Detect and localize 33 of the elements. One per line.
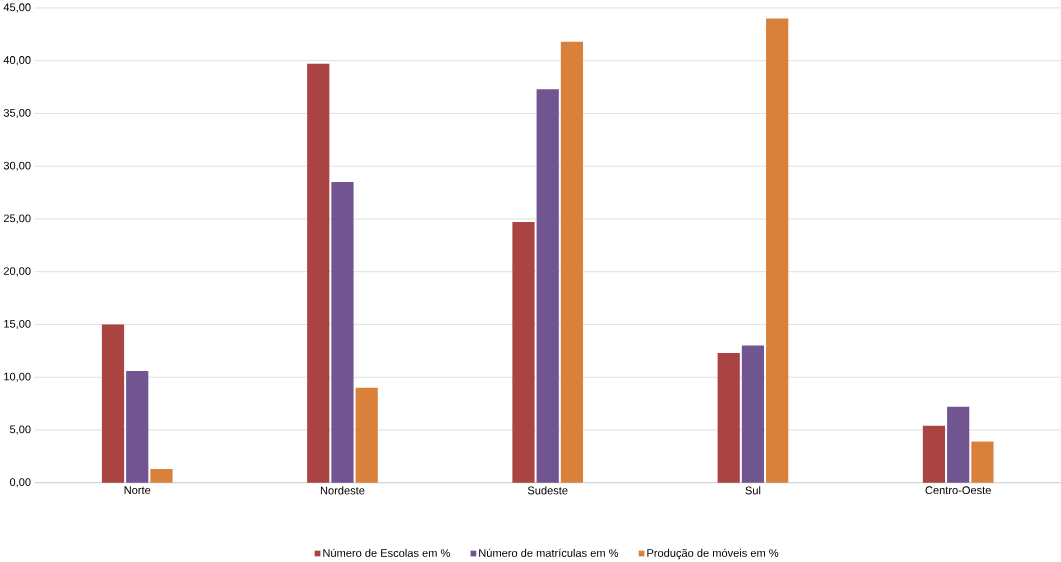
bar xyxy=(307,63,330,483)
y-tick-label: 25,00 xyxy=(3,214,31,224)
bar xyxy=(101,324,125,483)
bar xyxy=(560,41,584,483)
bar xyxy=(150,468,173,483)
bar xyxy=(331,181,354,483)
x-tick-label: Centro-Oeste xyxy=(925,486,991,494)
bar xyxy=(355,387,378,483)
bar xyxy=(536,89,559,483)
y-tick-label: 15,00 xyxy=(4,319,31,329)
legend-label: Produção de móveis em % xyxy=(647,548,779,560)
bar xyxy=(512,221,535,483)
y-tick-label: 45,00 xyxy=(3,3,31,13)
x-tick-label: Norte xyxy=(124,486,151,494)
bar xyxy=(126,370,149,483)
x-tick-label: Sudeste xyxy=(527,486,568,495)
bar xyxy=(717,352,740,483)
y-tick-label: 35,00 xyxy=(3,108,31,118)
legend-label: Número de matrículas em % xyxy=(479,548,619,557)
bar xyxy=(922,425,946,483)
bar xyxy=(741,345,765,483)
y-tick-label: 20,00 xyxy=(3,266,31,277)
bar xyxy=(971,441,994,483)
y-tick-label: 5,00 xyxy=(9,425,31,435)
bar xyxy=(947,406,970,483)
y-tick-label: 10,00 xyxy=(4,372,31,382)
x-tick-label: Sul xyxy=(745,486,761,495)
y-tick-label: 30,00 xyxy=(3,161,31,171)
legend-label: Número de Escolas em % xyxy=(323,548,450,557)
bar xyxy=(766,18,789,483)
x-tick-label: Nordeste xyxy=(320,486,365,495)
y-tick-label: 40,00 xyxy=(3,55,31,66)
y-tick-label: 0,00 xyxy=(9,478,31,488)
